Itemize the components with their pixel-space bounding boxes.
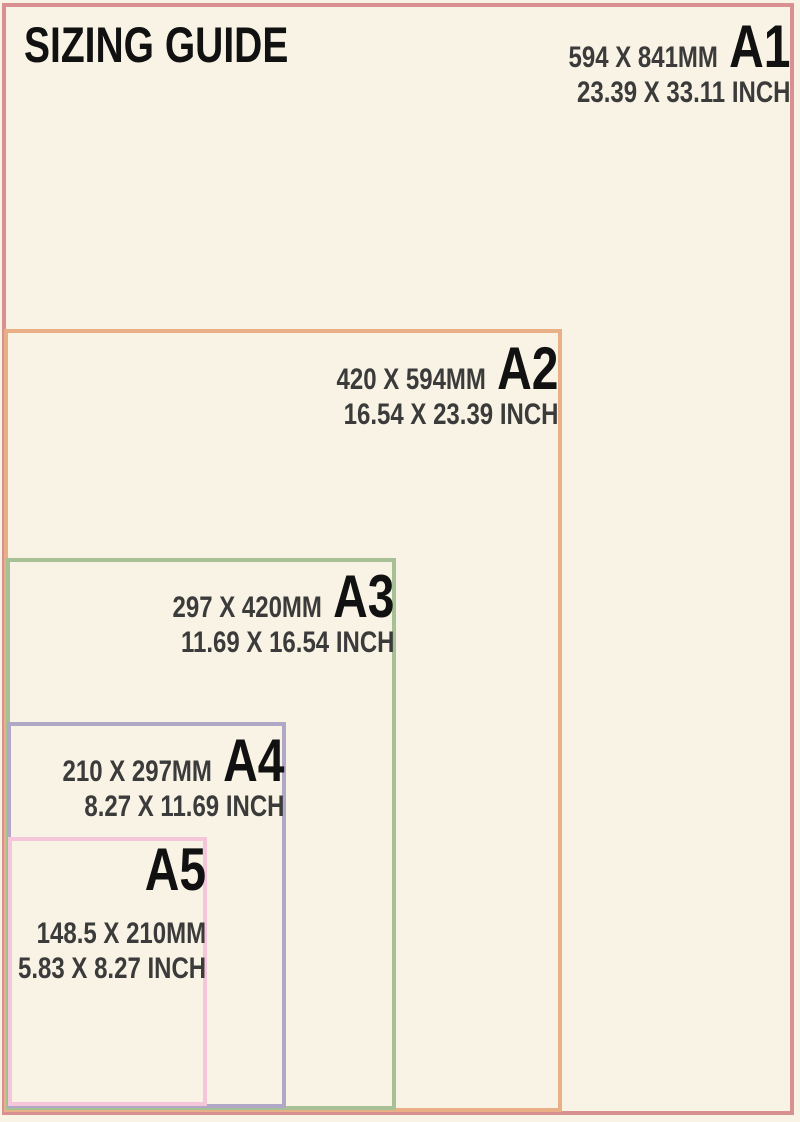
size-code-a2: A2 — [496, 335, 558, 402]
size-label-a1: 594 X 841MM A1 23.39 X 33.11 INCH — [568, 13, 790, 110]
size-rectangle-a5 — [8, 837, 207, 1106]
size-label-a4-row: 210 X 297MM A4 — [62, 727, 284, 794]
dimensions-mm-a5: 148.5 X 210MM — [36, 917, 206, 950]
dimensions-inch-a4: 8.27 X 11.69 INCH — [83, 790, 284, 823]
dimensions-inch-a5: 5.83 X 8.27 INCH — [17, 952, 206, 985]
size-label-a4: 210 X 297MM A4 8.27 X 11.69 INCH — [62, 727, 284, 824]
size-code-a4: A4 — [222, 727, 284, 794]
dimensions-inch-a2: 16.54 X 23.39 INCH — [343, 398, 558, 431]
dimensions-inch-a3: 11.69 X 16.54 INCH — [180, 626, 394, 659]
dimensions-mm-a1: 594 X 841MM — [568, 41, 718, 74]
size-label-a3-row: 297 X 420MM A3 — [172, 563, 394, 630]
dimensions-inch-a1: 23.39 X 33.11 INCH — [576, 76, 790, 109]
dimensions-mm-a4: 210 X 297MM — [62, 755, 212, 788]
size-label-a2-row: 420 X 594MM A2 — [336, 335, 558, 402]
size-code-a5: A5 — [144, 836, 206, 903]
size-code-a3: A3 — [332, 563, 394, 630]
size-label-a5: A5 148.5 X 210MM 5.83 X 8.27 INCH — [17, 836, 206, 986]
page-title: SIZING GUIDE — [24, 17, 289, 73]
size-label-a1-row: 594 X 841MM A1 — [568, 13, 790, 80]
size-code-a1: A1 — [728, 13, 790, 80]
dimensions-mm-a2: 420 X 594MM — [336, 363, 486, 396]
size-label-a3: 297 X 420MM A3 11.69 X 16.54 INCH — [172, 563, 394, 660]
dimensions-mm-a3: 297 X 420MM — [172, 591, 322, 624]
size-label-a2: 420 X 594MM A2 16.54 X 23.39 INCH — [336, 335, 558, 432]
